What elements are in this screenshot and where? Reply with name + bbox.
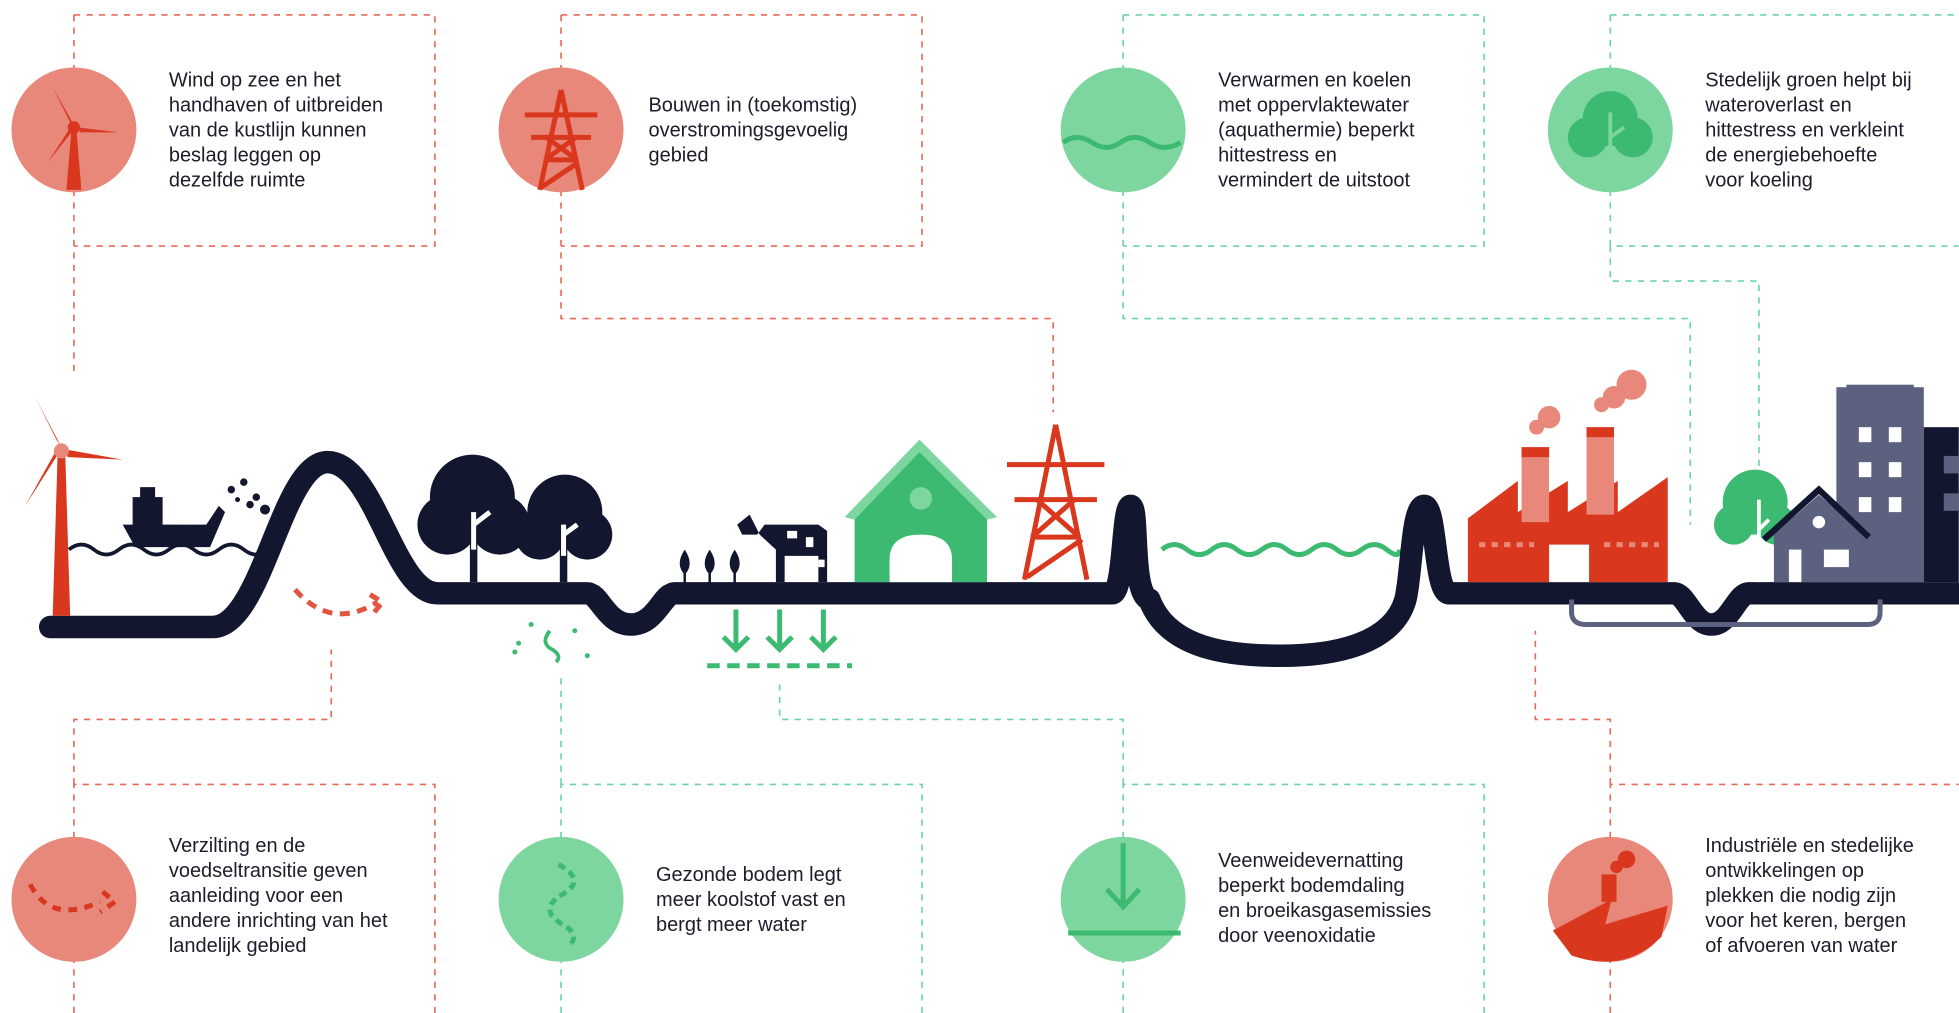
card-text: meer koolstof vast en [656,889,846,911]
spray [228,478,270,514]
card-text: hittestress en [1218,144,1337,166]
soil-dots [512,622,589,658]
card-text: vermindert de uitstoot [1218,169,1410,191]
barn-door [890,535,952,582]
card-text: hittestress en verkleint [1705,119,1904,141]
card-text: voedseltransitie geven [169,860,368,882]
card-text: met oppervlaktewater [1218,94,1409,116]
card-text: voor het keren, bergen [1705,910,1906,932]
factory-door [1549,545,1589,582]
card-text: gebied [648,144,708,166]
card-text: Industriële en stedelijke [1705,835,1914,857]
card-text: door veenoxidatie [1218,925,1376,947]
soil-worm [545,631,558,662]
windmill [25,397,122,616]
card [11,15,434,371]
soil-arrows [707,610,852,666]
card-text: de energiebehoefte [1705,144,1877,166]
card-text: plekken die nodig zijn [1705,885,1896,907]
card-text: Veenweidevernatting [1218,850,1403,872]
card-text: Stedelijk groen helpt bij [1705,69,1911,91]
smoke [1529,370,1646,435]
card-text: voor koeling [1705,169,1813,191]
connector [561,675,922,1013]
card [11,650,434,1013]
wave-water [1162,545,1399,555]
chimney [1522,447,1549,522]
card-text: aanleiding voor een [169,885,343,907]
card-text: van de kustlijn kunnen [169,119,367,141]
connector [74,15,435,371]
ship [123,487,225,547]
card [780,681,1484,1013]
card-text: Wind op zee en het [169,69,342,91]
card-text: ontwikkelingen op [1705,860,1864,882]
pylon [1007,425,1104,580]
page: {"cards": [ {"tone": "red", "lines": ["W… [0,0,1959,1013]
card-text: bergt meer water [656,914,807,936]
card-text: beperkt bodemdaling [1218,875,1405,897]
icon-disc [1061,67,1186,192]
landscape [25,370,1959,666]
barn-window [910,487,932,509]
connector [74,650,435,1013]
card-text: (aquathermie) beperkt [1218,119,1415,141]
card-text: landelijk gebied [169,935,307,957]
card-text: beslag leggen op [169,144,321,166]
card-text: Bouwen in (toekomstig) [648,94,857,116]
trees [417,455,612,582]
seedlings [680,550,740,584]
connector [561,15,1053,412]
card-text: of afvoeren van water [1705,935,1897,957]
card-text: andere inrichting van het [169,910,388,932]
chimney [1587,427,1614,514]
infographic: Wind op zee en het handhaven of uitbreide… [0,0,1959,1013]
card-text: Verzilting en de [169,835,306,857]
windmill-hub [54,443,69,458]
card-text: overstromingsgevoelig [648,119,848,141]
card-text: Gezonde bodem legt [656,864,842,886]
card-text: Verwarmen en koelen [1218,69,1411,91]
card-text: dezelfde ruimte [169,169,306,191]
card-text: handhaven of uitbreiden [169,94,383,116]
card-text: en broeikasgasemissies [1218,900,1431,922]
card [499,15,1054,412]
icon-disc [11,837,136,962]
migration-arrow [295,590,382,615]
card-text: wateroverlast en [1704,94,1852,116]
card [499,675,922,1013]
icon-disc [499,837,624,962]
cow [737,515,827,582]
